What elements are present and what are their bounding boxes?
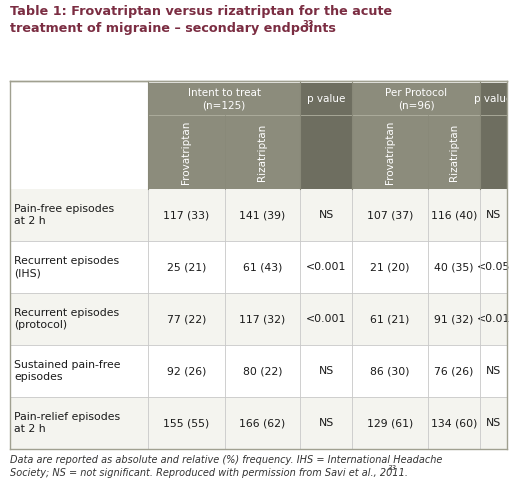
Bar [10, 293, 507, 345]
Text: 25 (21): 25 (21) [167, 262, 206, 272]
Text: Pain-free episodes
at 2 h: Pain-free episodes at 2 h [14, 204, 114, 226]
Text: NS: NS [486, 418, 501, 428]
Text: NS: NS [486, 210, 501, 220]
Bar [10, 241, 507, 293]
Text: <0.05: <0.05 [477, 262, 510, 272]
Bar [300, 83, 352, 115]
Text: 61 (43): 61 (43) [243, 262, 282, 272]
Text: 117 (32): 117 (32) [239, 314, 285, 324]
Bar [10, 189, 507, 241]
Text: p value: p value [474, 94, 513, 104]
Text: 134 (60): 134 (60) [431, 418, 477, 428]
Bar [10, 345, 507, 397]
Text: NS: NS [318, 366, 333, 376]
Text: 61 (21): 61 (21) [370, 314, 409, 324]
Text: 155 (55): 155 (55) [163, 418, 209, 428]
Text: Intent to treat
(n=125): Intent to treat (n=125) [188, 88, 261, 110]
Text: 129 (61): 129 (61) [367, 418, 413, 428]
Text: Frovatriptan: Frovatriptan [385, 120, 395, 184]
Text: Rizatriptan: Rizatriptan [449, 123, 459, 181]
Text: Data are reported as absolute and relative (%) frequency. IHS = International He: Data are reported as absolute and relati… [10, 455, 443, 478]
Text: 21 (20): 21 (20) [370, 262, 410, 272]
Text: <0.01: <0.01 [477, 314, 510, 324]
Text: Per Protocol
(n=96): Per Protocol (n=96) [385, 88, 447, 110]
Bar [428, 115, 480, 189]
Text: 141 (39): 141 (39) [239, 210, 285, 220]
Text: NS: NS [318, 418, 333, 428]
Text: NS: NS [318, 210, 333, 220]
Text: Pain-relief episodes
at 2 h: Pain-relief episodes at 2 h [14, 412, 120, 434]
Text: <0.001: <0.001 [306, 262, 346, 272]
Text: Recurrent episodes
(protocol): Recurrent episodes (protocol) [14, 308, 119, 330]
Text: Table 1: Frovatriptan versus rizatriptan for the acute
treatment of migraine – s: Table 1: Frovatriptan versus rizatriptan… [10, 5, 392, 35]
Bar [352, 115, 428, 189]
Text: 76 (26): 76 (26) [434, 366, 474, 376]
Text: 166 (62): 166 (62) [239, 418, 285, 428]
Text: 107 (37): 107 (37) [367, 210, 413, 220]
Bar [480, 83, 507, 115]
Text: 116 (40): 116 (40) [431, 210, 477, 220]
Text: Recurrent episodes
(IHS): Recurrent episodes (IHS) [14, 256, 119, 278]
Text: 80 (22): 80 (22) [243, 366, 282, 376]
Text: <0.001: <0.001 [306, 314, 346, 324]
Text: 92 (26): 92 (26) [167, 366, 206, 376]
Text: Frovatriptan: Frovatriptan [181, 120, 191, 184]
Text: 91 (32): 91 (32) [434, 314, 474, 324]
Bar [352, 83, 480, 115]
Bar [148, 115, 225, 189]
Bar [225, 115, 300, 189]
Text: 33: 33 [388, 465, 397, 471]
Bar [300, 115, 352, 189]
Text: 77 (22): 77 (22) [167, 314, 206, 324]
Text: Rizatriptan: Rizatriptan [257, 123, 267, 181]
Text: 86 (30): 86 (30) [370, 366, 410, 376]
Bar [148, 83, 300, 115]
Bar [480, 115, 507, 189]
Bar [10, 397, 507, 449]
Text: NS: NS [486, 366, 501, 376]
Text: Sustained pain-free
episodes: Sustained pain-free episodes [14, 360, 120, 382]
Text: 33: 33 [302, 20, 313, 29]
Text: 117 (33): 117 (33) [163, 210, 209, 220]
Text: 40 (35): 40 (35) [434, 262, 474, 272]
Text: p value: p value [307, 94, 345, 104]
